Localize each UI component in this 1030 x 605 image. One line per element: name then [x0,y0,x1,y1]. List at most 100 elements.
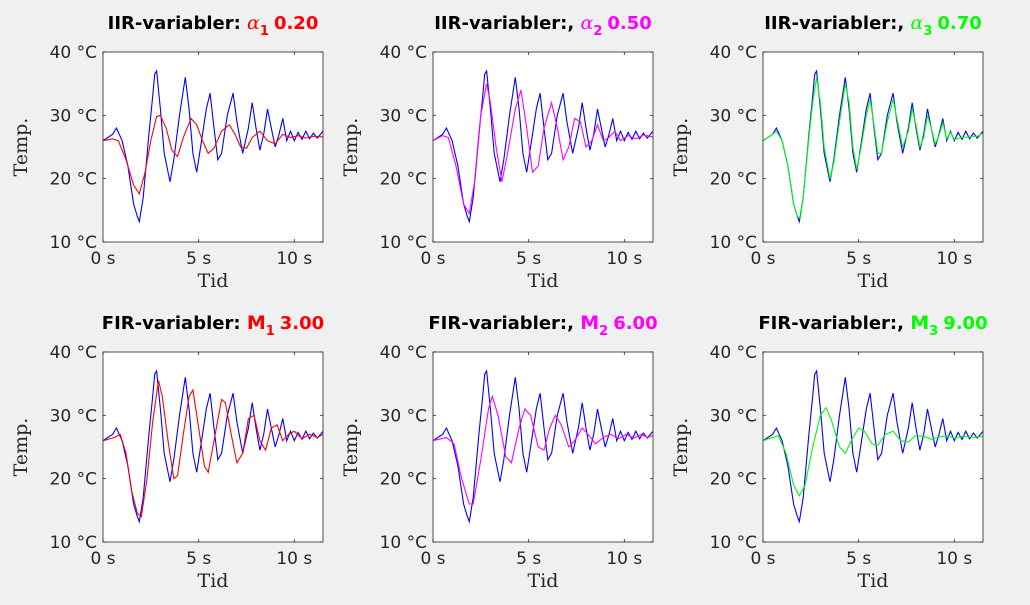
axes-background [433,352,653,542]
axes-box [432,51,654,243]
axes-box [102,351,324,543]
x-axis-label: Tid [858,270,889,292]
y-tick-label: 30 °C [380,106,427,126]
subplot-6: 0 s 5 s 10 s 10 °C 20 °C 30 °C 40 °C Tid Temp. FI… [670,312,988,592]
axes-background [763,352,983,542]
y-tick-label: 30 °C [50,106,97,126]
title-prefix: FIR-variabler: [102,313,247,334]
chart-title: FIR-variabler:, M2 6.00 [428,312,657,339]
x-tick-label: 10 s [606,249,642,269]
series-line-2 [103,114,323,196]
y-axis-label: Temp. [340,418,362,477]
y-tick-label: 10 °C [710,533,757,553]
x-axis-label: Tid [198,570,229,592]
axes-box [762,351,984,543]
subplot-2: 0 s 5 s 10 s 10 °C 20 °C 30 °C 40 °C Tid Temp. II… [340,12,654,292]
title-subscript: 3 [929,324,938,339]
axes-box [432,351,654,543]
title-subscript: 1 [260,24,269,39]
x-tick-label: 10 s [936,549,972,569]
y-tick-label: 30 °C [710,406,757,426]
series-line-2 [763,406,983,497]
x-axis-label: Tid [528,270,559,292]
y-tick-label: 20 °C [380,170,427,190]
series-line-2 [103,380,323,518]
x-tick-label: 10 s [606,549,642,569]
title-prefix: IIR-variabler:, [434,13,580,34]
title-prefix: FIR-variabler:, [758,313,910,334]
x-tick-label: 10 s [936,249,972,269]
title-subscript: 3 [923,24,932,39]
y-axis-label: Temp. [340,118,362,177]
title-value: 0.70 [937,13,981,34]
x-tick-label: 5 s [516,249,541,269]
y-tick-label: 40 °C [50,343,97,363]
title-symbol: α [580,12,593,34]
x-tick-label: 5 s [186,249,211,269]
y-tick-label: 40 °C [380,343,427,363]
y-tick-label: 20 °C [380,470,427,490]
chart-title: FIR-variabler: M1 3.00 [102,312,324,339]
y-tick-label: 40 °C [50,43,97,63]
x-tick-label: 0 s [420,249,445,269]
y-tick-label: 10 °C [380,533,427,553]
axes-box [102,51,324,243]
title-prefix: IIR-variabler:, [764,13,910,34]
title-symbol: M [910,312,929,334]
y-tick-label: 10 °C [380,233,427,253]
series-line-1 [103,369,323,524]
chart-title: IIR-variabler:, α2 0.50 [434,12,652,39]
title-prefix: IIR-variabler: [108,13,247,34]
axes-box [762,51,984,243]
x-tick-label: 0 s [750,249,775,269]
y-tick-label: 20 °C [50,170,97,190]
x-tick-label: 5 s [516,549,541,569]
title-symbol: α [247,12,260,34]
title-value: 3.00 [280,313,324,334]
title-value: 0.50 [607,13,651,34]
y-tick-label: 40 °C [710,343,757,363]
y-tick-label: 30 °C [710,106,757,126]
title-value: 9.00 [943,313,987,334]
subplot-4: 0 s 5 s 10 s 10 °C 20 °C 30 °C 40 °C Tid Temp. FI… [10,312,324,592]
title-subscript: 2 [593,24,602,39]
x-tick-label: 0 s [750,549,775,569]
y-axis-label: Temp. [670,118,692,177]
x-tick-label: 0 s [420,549,445,569]
x-tick-label: 5 s [186,549,211,569]
y-axis-label: Temp. [670,418,692,477]
subplot-3: 0 s 5 s 10 s 10 °C 20 °C 30 °C 40 °C Tid Temp. II… [670,12,984,292]
title-symbol: M [247,312,266,334]
y-tick-label: 20 °C [710,170,757,190]
y-axis-label: Temp. [10,118,32,177]
axes-background [103,52,323,242]
x-tick-label: 10 s [276,549,312,569]
y-tick-label: 20 °C [710,470,757,490]
x-axis-label: Tid [528,570,559,592]
y-tick-label: 10 °C [710,233,757,253]
y-tick-label: 30 °C [50,406,97,426]
title-prefix: FIR-variabler:, [428,313,580,334]
title-value: 6.00 [613,313,657,334]
x-axis-label: Tid [858,570,889,592]
y-tick-label: 20 °C [50,470,97,490]
chart-title: FIR-variabler:, M3 9.00 [758,312,987,339]
y-tick-label: 40 °C [710,43,757,63]
series-line-2 [433,394,653,505]
x-tick-label: 5 s [846,249,871,269]
y-tick-label: 40 °C [380,43,427,63]
subplot-5: 0 s 5 s 10 s 10 °C 20 °C 30 °C 40 °C Tid Temp. FI… [340,312,658,592]
y-tick-label: 10 °C [50,233,97,253]
y-tick-label: 30 °C [380,406,427,426]
y-tick-label: 10 °C [50,533,97,553]
title-symbol: α [910,12,923,34]
x-tick-label: 5 s [846,549,871,569]
title-subscript: 2 [599,324,608,339]
chart-title: IIR-variabler:, α3 0.70 [764,12,982,39]
x-tick-label: 0 s [90,549,115,569]
x-axis-label: Tid [198,270,229,292]
axes-background [763,52,983,242]
chart-title: IIR-variabler: α1 0.20 [108,12,319,39]
title-subscript: 1 [266,324,275,339]
